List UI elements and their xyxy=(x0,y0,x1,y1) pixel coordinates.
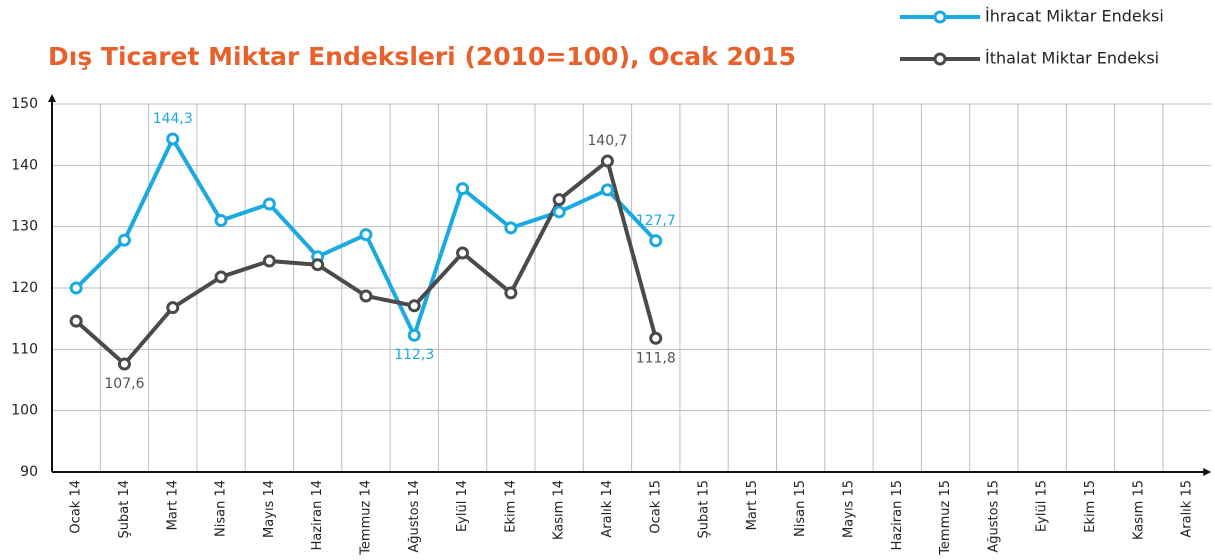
data-label: 144,3 xyxy=(153,111,193,127)
point xyxy=(552,205,566,219)
legend-label: İthalat Miktar Endeksi xyxy=(985,49,1159,68)
x-tick-label: Aralık 14 xyxy=(600,480,615,538)
data-label: 140,7 xyxy=(587,133,627,149)
x-tick-label: Ekim 15 xyxy=(1083,480,1098,533)
data-label: 127,7 xyxy=(636,213,676,229)
legend-marker xyxy=(933,10,947,24)
chart-title: Dış Ticaret Miktar Endeksleri (2010=100)… xyxy=(48,42,796,71)
point xyxy=(456,182,470,196)
point xyxy=(649,234,663,248)
x-tick-label: Temmuz 15 xyxy=(938,480,953,556)
x-tick-label: Haziran 14 xyxy=(310,480,325,550)
data-label: 112,3 xyxy=(394,347,434,363)
y-axis-arrow xyxy=(48,94,56,102)
y-tick-label: 90 xyxy=(20,464,38,480)
x-axis-arrow xyxy=(1203,468,1212,476)
x-tick-label: Mayıs 14 xyxy=(262,480,277,538)
point xyxy=(117,357,131,371)
point xyxy=(262,254,276,268)
x-tick-label: Kasım 14 xyxy=(552,480,567,540)
x-tick-label: Mart 15 xyxy=(745,480,760,530)
data-label: 111,8 xyxy=(636,350,676,366)
point xyxy=(117,233,131,247)
x-tick-label: Aralık 15 xyxy=(1180,480,1195,538)
data-label: 107,6 xyxy=(104,376,144,392)
y-tick-label: 100 xyxy=(11,403,38,419)
y-tick-label: 110 xyxy=(11,341,38,357)
point xyxy=(600,183,614,197)
x-tick-label: Mayıs 15 xyxy=(841,480,856,538)
point xyxy=(407,328,421,342)
x-tick-label: Ağustos 14 xyxy=(407,480,422,553)
point xyxy=(552,193,566,207)
point xyxy=(69,281,83,295)
point xyxy=(504,221,518,235)
x-tick-label: Şubat 14 xyxy=(117,480,132,538)
x-tick-label: Ekim 14 xyxy=(503,480,518,533)
x-tick-label: Ağustos 15 xyxy=(986,480,1001,553)
point xyxy=(311,258,325,272)
point xyxy=(504,286,518,300)
legend-label: İhracat Miktar Endeksi xyxy=(985,7,1164,26)
x-tick-label: Nisan 14 xyxy=(214,480,229,537)
x-tick-label: Nisan 15 xyxy=(793,480,808,537)
point xyxy=(214,214,228,228)
y-tick-label: 150 xyxy=(11,96,38,112)
x-tick-label: Eylül 15 xyxy=(1035,480,1050,532)
x-tick-label: Haziran 15 xyxy=(890,480,905,550)
point xyxy=(359,228,373,242)
point xyxy=(262,197,276,211)
point xyxy=(166,301,180,315)
y-tick-label: 120 xyxy=(11,280,38,296)
point xyxy=(600,154,614,168)
x-tick-label: Şubat 15 xyxy=(697,480,712,538)
series-line xyxy=(74,159,658,367)
x-tick-label: Kasım 15 xyxy=(1131,480,1146,540)
point xyxy=(407,299,421,313)
y-tick-label: 130 xyxy=(11,219,38,235)
x-tick-label: Temmuz 14 xyxy=(358,480,373,556)
point xyxy=(359,289,373,303)
point xyxy=(649,331,663,345)
point xyxy=(69,314,83,328)
point xyxy=(214,270,228,284)
legend-marker xyxy=(933,52,947,66)
point xyxy=(166,132,180,146)
x-tick-label: Ocak 14 xyxy=(69,480,84,534)
x-tick-label: Ocak 15 xyxy=(648,480,663,534)
x-tick-label: Eylül 14 xyxy=(455,480,470,532)
x-tick-label: Mart 14 xyxy=(165,480,180,530)
y-tick-label: 140 xyxy=(11,157,38,173)
point xyxy=(456,246,470,260)
